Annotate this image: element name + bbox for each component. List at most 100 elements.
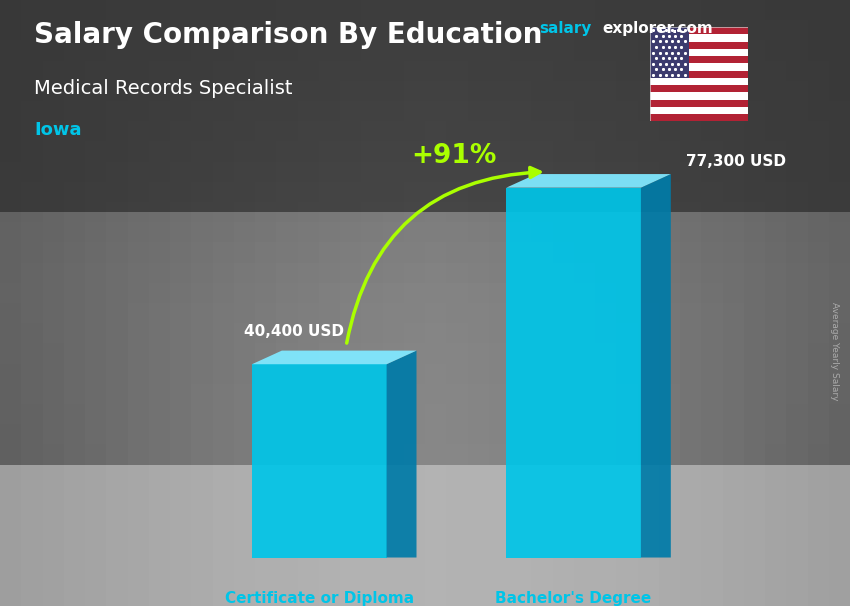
Bar [531, 505, 552, 525]
Bar [21, 485, 42, 505]
Bar [298, 586, 319, 606]
Bar [319, 182, 340, 202]
Bar [574, 0, 595, 20]
Bar [616, 262, 638, 283]
Bar [319, 565, 340, 586]
Bar [255, 303, 276, 323]
Bar [85, 545, 106, 565]
Bar [85, 61, 106, 81]
Bar [212, 0, 234, 20]
Bar [382, 262, 404, 283]
Bar [829, 565, 850, 586]
Bar [616, 364, 638, 384]
Bar [510, 586, 531, 606]
Bar [638, 222, 659, 242]
Bar [382, 565, 404, 586]
Bar [149, 525, 170, 545]
Bar [42, 525, 64, 545]
Bar [808, 384, 829, 404]
Bar [85, 262, 106, 283]
Bar [340, 404, 361, 424]
Bar [489, 41, 510, 61]
Bar [468, 505, 489, 525]
Bar [659, 101, 680, 121]
Bar [701, 121, 722, 141]
Bar [510, 384, 531, 404]
Bar [106, 424, 128, 444]
Bar [808, 545, 829, 565]
Bar [106, 384, 128, 404]
Bar [340, 202, 361, 222]
Bar [765, 364, 786, 384]
Bar [425, 586, 446, 606]
Bar [510, 141, 531, 162]
Bar [64, 545, 85, 565]
Bar [680, 404, 701, 424]
Bar [786, 485, 807, 505]
Bar [170, 384, 191, 404]
Bar [531, 81, 552, 101]
Bar [425, 283, 446, 303]
Bar [42, 384, 64, 404]
Bar [552, 424, 574, 444]
Bar [680, 485, 701, 505]
Bar [361, 182, 382, 202]
Bar [786, 202, 807, 222]
Bar [616, 41, 638, 61]
Bar [616, 465, 638, 485]
Bar [128, 465, 149, 485]
Bar [574, 141, 595, 162]
Bar [659, 121, 680, 141]
Bar [191, 505, 212, 525]
Bar [552, 384, 574, 404]
Bar [255, 545, 276, 565]
Bar [744, 565, 765, 586]
Bar [808, 565, 829, 586]
Bar [298, 384, 319, 404]
Bar [212, 344, 234, 364]
Bar [319, 384, 340, 404]
Bar [128, 586, 149, 606]
Bar [616, 121, 638, 141]
Bar [786, 242, 807, 262]
Bar [531, 485, 552, 505]
Bar [64, 505, 85, 525]
Bar [659, 505, 680, 525]
Bar [128, 61, 149, 81]
Bar [616, 162, 638, 182]
Bar [722, 20, 744, 41]
Bar [128, 20, 149, 41]
Bar [489, 565, 510, 586]
Bar [765, 121, 786, 141]
Bar [340, 182, 361, 202]
Bar [212, 101, 234, 121]
Bar [149, 505, 170, 525]
Bar [361, 404, 382, 424]
Bar [298, 121, 319, 141]
Bar [659, 242, 680, 262]
Bar [106, 121, 128, 141]
Bar [425, 323, 446, 344]
Bar [319, 141, 340, 162]
Bar [85, 364, 106, 384]
Bar [382, 384, 404, 404]
Bar [701, 465, 722, 485]
Bar [425, 141, 446, 162]
Bar [255, 465, 276, 485]
Bar [42, 121, 64, 141]
Bar [0, 182, 21, 202]
Bar [42, 465, 64, 485]
Bar [701, 81, 722, 101]
Bar [425, 586, 446, 606]
Bar [191, 344, 212, 364]
Bar [425, 222, 446, 242]
Bar [722, 505, 744, 525]
Bar [489, 364, 510, 384]
Bar [468, 202, 489, 222]
Bar [744, 20, 765, 41]
Bar [298, 283, 319, 303]
Bar [170, 565, 191, 586]
Bar [744, 262, 765, 283]
Bar [21, 61, 42, 81]
Bar [276, 41, 298, 61]
